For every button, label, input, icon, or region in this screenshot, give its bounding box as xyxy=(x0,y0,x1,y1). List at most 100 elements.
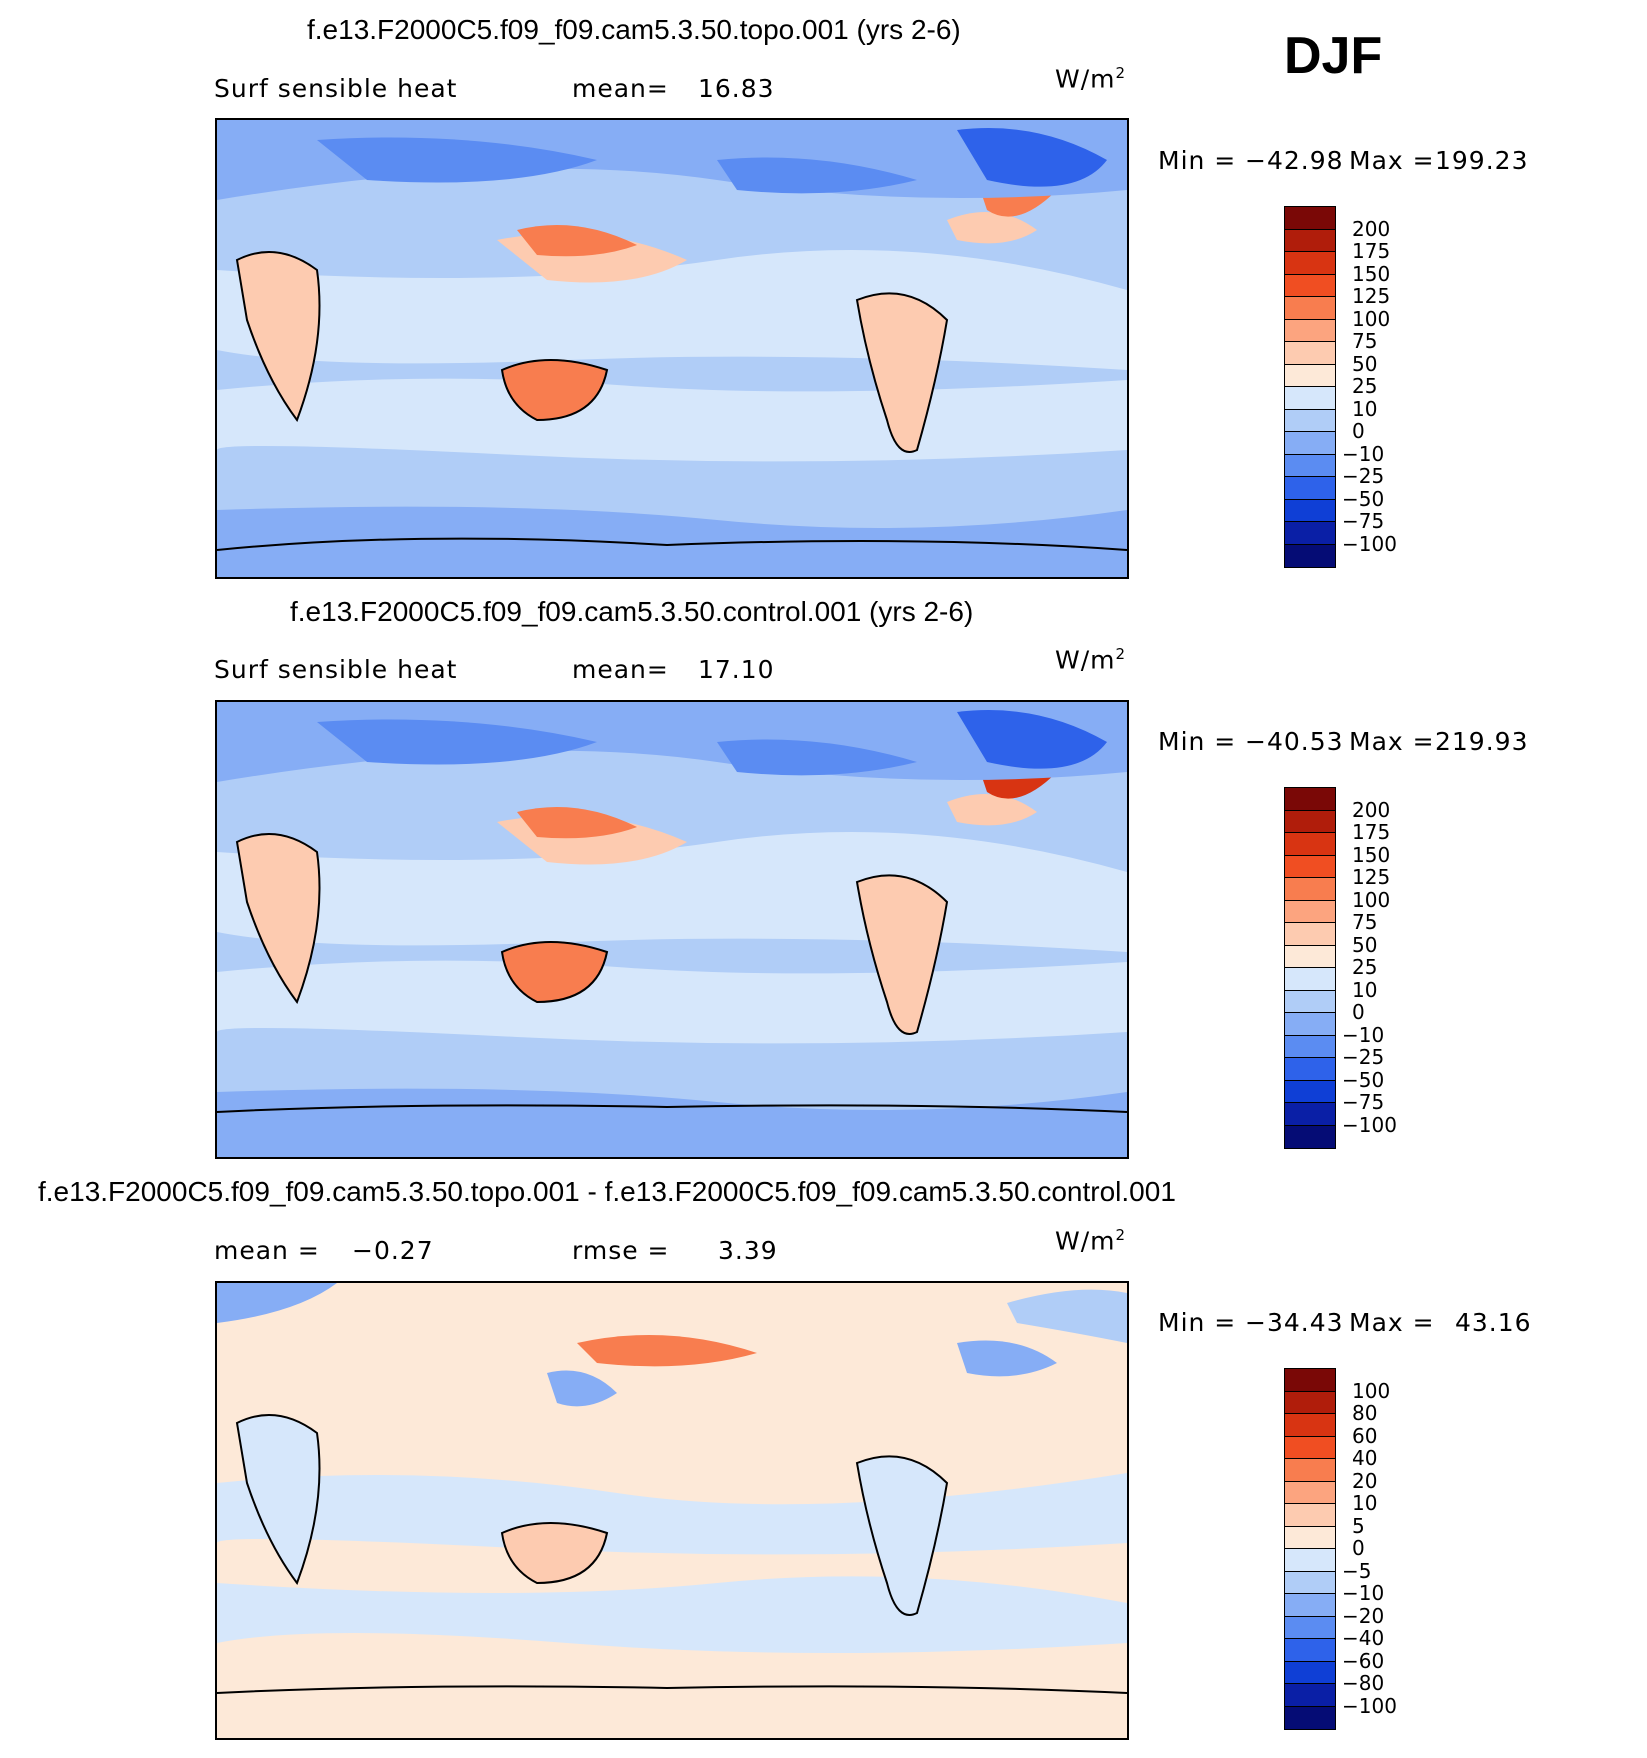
colorbar-swatch xyxy=(1285,1504,1335,1527)
colorbar-tick-label: −60 xyxy=(1342,1648,1385,1673)
colorbar-swatch xyxy=(1285,454,1335,477)
colorbar-tick-label: 0 xyxy=(1352,419,1365,443)
colorbar-swatch xyxy=(1285,1616,1335,1639)
panel-1-min-label: Min = xyxy=(1158,146,1237,175)
panel-2-min-label: Min = xyxy=(1158,727,1237,756)
colorbar-tick-label: 10 xyxy=(1352,396,1378,421)
panel-2-max-value: 219.93 xyxy=(1435,727,1529,756)
colorbar-tick-label: 25 xyxy=(1352,955,1378,979)
panel-1-max-label: Max = xyxy=(1349,146,1435,175)
colorbar-swatch xyxy=(1285,544,1335,567)
colorbar-swatch xyxy=(1285,1549,1335,1572)
colorbar-swatch xyxy=(1285,1125,1335,1148)
colorbar-swatch xyxy=(1285,1369,1335,1392)
panel-3-min-value: −34.43 xyxy=(1245,1308,1344,1337)
colorbar-tick-label: 200 xyxy=(1352,797,1391,822)
panel-1-variable-label: Surf sensible heat xyxy=(214,74,458,103)
colorbar-tick-label: 60 xyxy=(1352,1423,1378,1448)
panel-3-rmse-value: 3.39 xyxy=(718,1236,778,1265)
colorbar-tick-label: 200 xyxy=(1352,216,1391,241)
colorbar-swatch xyxy=(1285,1103,1335,1126)
panel-3-title: f.e13.F2000C5.f09_f09.cam5.3.50.topo.001… xyxy=(38,1176,1176,1207)
colorbar-tick-label: 125 xyxy=(1352,865,1391,889)
panel-3-map xyxy=(215,1281,1129,1740)
colorbar-tick-label: −5 xyxy=(1342,1558,1372,1583)
panel-3-map-svg xyxy=(217,1283,1127,1738)
colorbar-swatch xyxy=(1285,788,1335,811)
colorbar-swatch xyxy=(1285,319,1335,342)
colorbar-tick-label: 150 xyxy=(1352,261,1391,286)
panel-2-max-label: Max = xyxy=(1349,727,1435,756)
colorbar-tick-label: 0 xyxy=(1352,1536,1365,1560)
panel-3-units: W/m2 xyxy=(1055,1226,1127,1256)
colorbar-swatch xyxy=(1285,833,1335,856)
panel-3-mean-value: −0.27 xyxy=(352,1236,434,1265)
colorbar-tick-label: 75 xyxy=(1352,329,1378,353)
colorbar-swatch xyxy=(1285,1684,1335,1707)
colorbar-tick-label: −10 xyxy=(1342,1581,1385,1605)
panel-2-units: W/m2 xyxy=(1055,645,1127,675)
colorbar-swatch xyxy=(1285,810,1335,833)
colorbar-swatch xyxy=(1285,229,1335,252)
panel-1-map-svg xyxy=(217,120,1127,577)
colorbar-swatch xyxy=(1285,900,1335,923)
colorbar-tick-label: −25 xyxy=(1342,464,1385,488)
panel-2-colorbar xyxy=(1284,787,1336,1149)
panel-1-colorbar xyxy=(1284,206,1336,568)
panel-1-map xyxy=(215,118,1129,579)
panel-2-mean-value: 17.10 xyxy=(698,655,775,684)
colorbar-tick-label: −75 xyxy=(1342,1090,1385,1114)
colorbar-swatch xyxy=(1285,1414,1335,1437)
colorbar-swatch xyxy=(1285,387,1335,410)
colorbar-tick-label: −40 xyxy=(1342,1626,1385,1650)
panel-1-mean-value: 16.83 xyxy=(698,74,775,103)
colorbar-tick-label: 175 xyxy=(1352,820,1391,844)
colorbar-tick-label: 100 xyxy=(1352,887,1391,912)
colorbar-swatch xyxy=(1285,1706,1335,1729)
colorbar-swatch xyxy=(1285,1035,1335,1058)
colorbar-tick-label: −10 xyxy=(1342,441,1385,466)
colorbar-tick-label: 25 xyxy=(1352,374,1378,398)
colorbar-swatch xyxy=(1285,1526,1335,1549)
panel-2-min-value: −40.53 xyxy=(1245,727,1344,756)
panel-1-title: f.e13.F2000C5.f09_f09.cam5.3.50.topo.001… xyxy=(307,14,961,45)
colorbar-swatch xyxy=(1285,1481,1335,1504)
colorbar-swatch xyxy=(1285,364,1335,387)
colorbar-swatch xyxy=(1285,1459,1335,1482)
colorbar-tick-label: 40 xyxy=(1352,1446,1378,1470)
panel-3-rmse-label: rmse = xyxy=(572,1236,670,1265)
colorbar-tick-label: 175 xyxy=(1352,239,1391,263)
colorbar-swatch xyxy=(1285,1391,1335,1414)
colorbar-swatch xyxy=(1285,207,1335,230)
colorbar-tick-label: 5 xyxy=(1352,1513,1365,1538)
panel-2-title: f.e13.F2000C5.f09_f09.cam5.3.50.control.… xyxy=(290,596,974,627)
colorbar-tick-label: −10 xyxy=(1342,1022,1385,1047)
colorbar-tick-label: −80 xyxy=(1342,1671,1385,1695)
colorbar-swatch xyxy=(1285,968,1335,991)
colorbar-swatch xyxy=(1285,923,1335,946)
panel-3-max-value: 43.16 xyxy=(1455,1308,1532,1337)
colorbar-tick-label: −75 xyxy=(1342,509,1385,533)
colorbar-tick-label: −50 xyxy=(1342,1067,1385,1092)
colorbar-swatch xyxy=(1285,1639,1335,1662)
colorbar-swatch xyxy=(1285,878,1335,901)
panel-2-map-svg xyxy=(217,702,1127,1157)
colorbar-swatch xyxy=(1285,432,1335,455)
colorbar-tick-label: −20 xyxy=(1342,1603,1385,1628)
panel-2-mean-label: mean= xyxy=(572,655,669,684)
colorbar-swatch xyxy=(1285,1436,1335,1459)
season-label: DJF xyxy=(1284,27,1383,85)
colorbar-swatch xyxy=(1285,990,1335,1013)
panel-3-max-label: Max = xyxy=(1349,1308,1435,1337)
panel-2-variable-label: Surf sensible heat xyxy=(214,655,458,684)
colorbar-swatch xyxy=(1285,274,1335,297)
colorbar-tick-label: −100 xyxy=(1342,1693,1397,1718)
colorbar-tick-label: 0 xyxy=(1352,1000,1365,1024)
colorbar-swatch xyxy=(1285,342,1335,365)
colorbar-tick-label: 150 xyxy=(1352,842,1391,867)
panel-2-map xyxy=(215,700,1129,1159)
panel-3-min-label: Min = xyxy=(1158,1308,1237,1337)
colorbar-swatch xyxy=(1285,855,1335,878)
colorbar-tick-label: 10 xyxy=(1352,977,1378,1002)
colorbar-tick-label: 75 xyxy=(1352,910,1378,934)
